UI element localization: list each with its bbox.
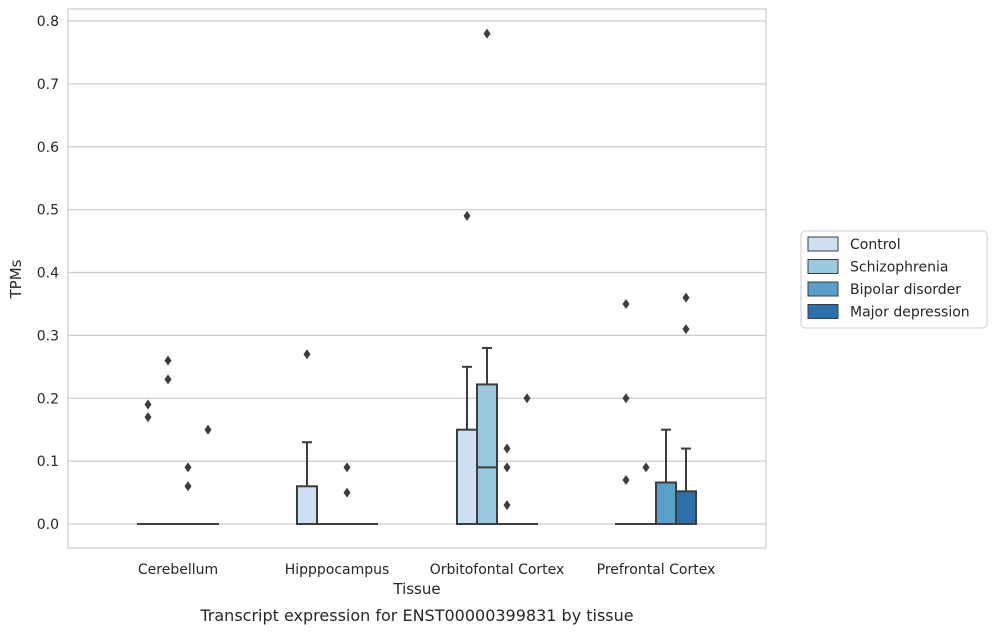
y-tick-label: 0.3 [37,328,59,344]
box-1-0 [296,349,318,525]
box-1-2 [336,462,358,526]
y-tick-label: 0.1 [37,454,59,470]
outlier-point [343,462,351,473]
outlier-point [503,500,511,511]
legend-label: Schizophrenia [850,260,948,276]
outlier-point [303,349,311,360]
box-2-1 [476,28,498,526]
outlier-point [164,374,172,385]
chart-title: Transcript expression for ENST0000039983… [199,606,633,625]
box-3-3 [675,292,697,525]
legend-label: Major depression [850,305,970,321]
outlier-point [503,462,511,473]
box-0-2 [177,462,199,526]
box-3-2 [655,428,677,526]
outlier-point [682,324,690,335]
grid-lines [68,20,766,525]
box-2-3 [516,393,538,526]
box-body [296,485,318,525]
legend-swatch [807,281,839,297]
legend: Control Schizophrenia Bipolar disorder Majo… [800,230,988,329]
box-2-2 [496,443,518,526]
outlier-point [503,443,511,454]
x-tick-label: Prefrontal Cortex [597,562,716,578]
x-tick-labels: Cerebellum Hipppocampus Orbitofontal Corte… [138,562,715,578]
box-body [476,383,498,526]
y-axis-label: TPMs [7,259,25,299]
x-tick-label: Orbitofontal Cortex [430,562,565,578]
outlier-point [463,210,471,221]
x-tick-label: Cerebellum [138,562,218,578]
outlier-point [642,462,650,473]
box-0-3 [197,424,219,526]
y-tick-label: 0.5 [37,203,59,219]
y-tick-labels: 0.0 0.1 0.2 0.3 0.4 0.5 0.6 0.7 0.8 [37,14,59,533]
box-0-0 [137,399,159,526]
outlier-point [622,474,630,485]
legend-swatch [807,304,839,319]
x-axis-label: Tissue [392,580,440,598]
outlier-point [622,298,630,309]
y-tick-label: 0.7 [37,77,59,93]
outlier-point [523,393,531,404]
outlier-point [343,487,351,498]
legend-swatch [807,259,839,274]
box-3-0 [615,298,637,526]
y-tick-label: 0.6 [37,140,59,156]
outlier-point [682,292,690,303]
outlier-point [204,424,212,435]
outlier-point [622,393,630,404]
legend-frame [800,230,988,329]
box-body [675,490,697,525]
outlier-point [184,481,192,492]
plot-frame [67,8,767,549]
legend-label: Control [850,237,901,253]
legend-swatch [807,236,839,252]
legend-label: Bipolar disorder [850,282,961,298]
y-tick-label: 0.8 [37,14,59,30]
box-body [655,481,677,526]
y-tick-label: 0.4 [37,266,59,282]
box-body [456,428,478,525]
x-tick-label: Hipppocampus [285,562,390,578]
outlier-point [144,412,152,423]
box-0-1 [157,355,179,526]
y-tick-label: 0.2 [37,391,59,407]
outlier-point [164,355,172,366]
y-tick-label: 0.0 [37,517,59,533]
outlier-point [483,28,491,39]
box-3-1 [635,462,657,526]
outlier-point [184,462,192,473]
outlier-point [144,399,152,410]
box-plot-area [137,28,697,526]
box-2-0 [456,210,478,525]
